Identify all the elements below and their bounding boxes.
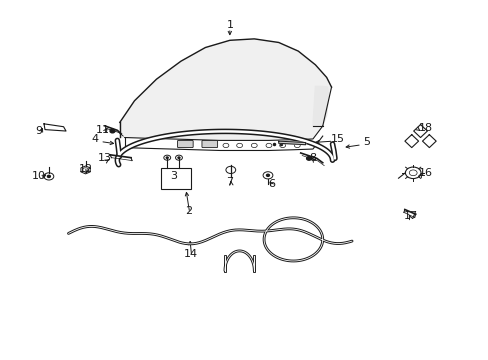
Text: 18: 18 xyxy=(418,123,431,133)
FancyBboxPatch shape xyxy=(202,140,217,148)
Text: 5: 5 xyxy=(363,137,369,147)
Text: 3: 3 xyxy=(170,171,177,181)
FancyBboxPatch shape xyxy=(177,140,193,148)
Circle shape xyxy=(47,175,50,177)
Circle shape xyxy=(178,157,180,158)
Text: 16: 16 xyxy=(418,168,431,178)
Text: 2: 2 xyxy=(184,206,191,216)
Circle shape xyxy=(110,129,115,133)
Circle shape xyxy=(306,157,311,160)
Polygon shape xyxy=(44,124,66,130)
Polygon shape xyxy=(278,141,305,145)
Text: 13: 13 xyxy=(98,153,112,163)
Text: 17: 17 xyxy=(403,211,417,221)
Text: 8: 8 xyxy=(309,153,316,163)
Text: 14: 14 xyxy=(183,249,197,259)
Text: 4: 4 xyxy=(92,134,99,144)
Polygon shape xyxy=(124,126,322,150)
Bar xyxy=(161,168,190,189)
Circle shape xyxy=(166,157,168,158)
Text: 1: 1 xyxy=(226,20,233,30)
Text: 15: 15 xyxy=(330,134,344,144)
Text: 11: 11 xyxy=(96,125,109,135)
Text: 7: 7 xyxy=(226,177,233,187)
Polygon shape xyxy=(312,86,328,126)
Circle shape xyxy=(266,174,269,176)
Text: 10: 10 xyxy=(32,171,46,181)
Text: 6: 6 xyxy=(267,179,274,189)
Text: 9: 9 xyxy=(36,126,42,136)
Text: 12: 12 xyxy=(79,164,92,174)
Polygon shape xyxy=(120,39,331,140)
